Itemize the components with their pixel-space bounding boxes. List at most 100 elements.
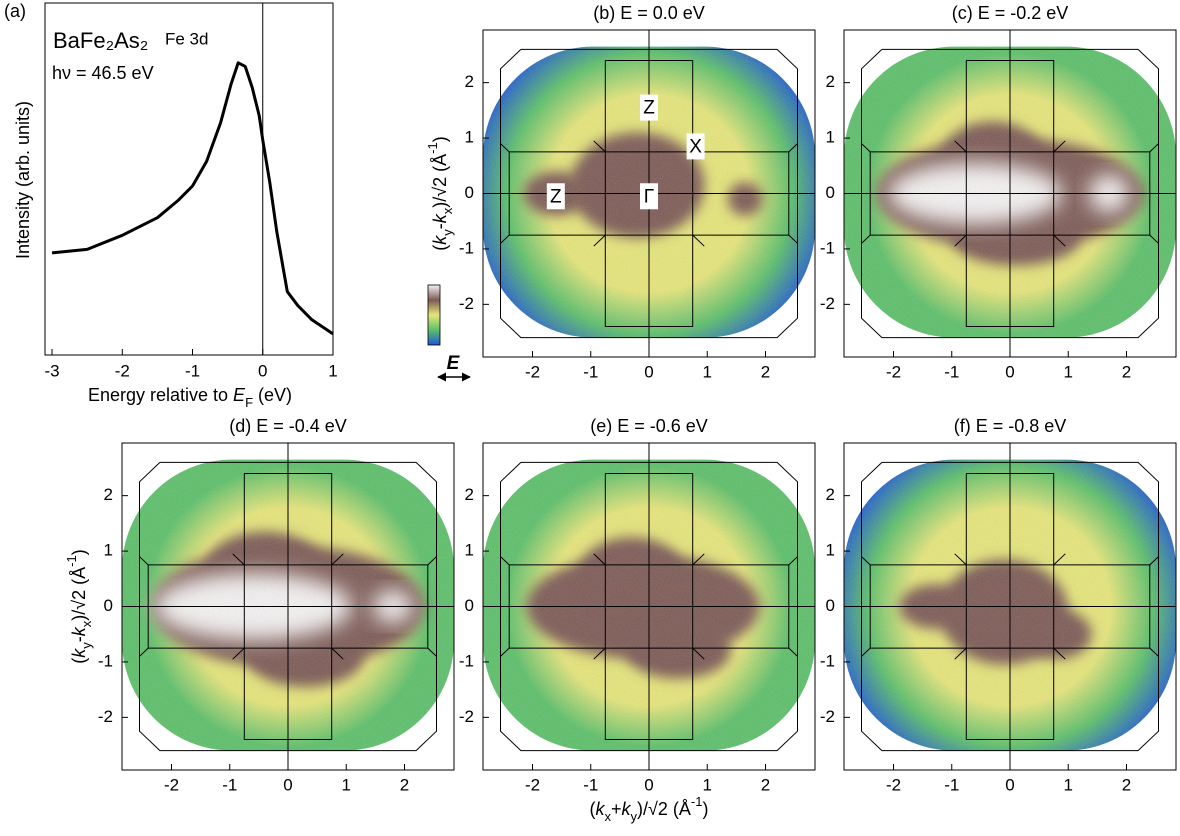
zone-boundary	[965, 60, 1055, 327]
zone-boundary	[604, 473, 694, 740]
x-tick-label: -2	[115, 361, 130, 380]
colorbar	[427, 284, 441, 346]
x-tick-label: -2	[886, 362, 901, 381]
zone-boundary	[243, 473, 333, 740]
zone-boundary	[427, 647, 437, 657]
label-part: F	[245, 395, 253, 410]
zone-boundary	[861, 556, 871, 566]
x-tick-label: 2	[761, 775, 770, 794]
zone-boundary	[500, 143, 510, 153]
label-part: y	[631, 809, 638, 824]
x-tick-label: -1	[222, 775, 237, 794]
label-part: k	[596, 799, 606, 819]
y-tick-label: 2	[465, 485, 474, 504]
panel-label: (a)	[4, 1, 26, 21]
label-part: (	[590, 799, 596, 819]
y-tick-label: 1	[104, 541, 113, 560]
label-part: )	[430, 136, 450, 142]
label-part: (	[430, 245, 450, 251]
x-tick-label: 1	[342, 775, 351, 794]
x-tick-label: 0	[644, 775, 653, 794]
panel-title: (b) E = 0.0 eV	[593, 3, 705, 23]
y-tick-label: 0	[826, 596, 835, 615]
label-part: )/√2 (Å	[430, 154, 450, 208]
y-tick-label: 2	[104, 485, 113, 504]
y-tick-label: -2	[820, 707, 835, 726]
axis-label: (kx+ky)/√2 (Å-1)	[590, 794, 709, 824]
map-panel: -2 -1 0 1 2 -2 -1 0 1 2 (c) E = -0.2 eV	[820, 3, 1177, 381]
zone-boundary	[954, 234, 967, 247]
label-part: )/√2 (Å	[637, 799, 691, 819]
x-tick-label: 1	[1064, 362, 1073, 381]
label-part: )	[702, 799, 708, 819]
y-tick-label: -2	[459, 294, 474, 313]
y-tick-label: -2	[459, 707, 474, 726]
plot-frame	[44, 2, 334, 356]
y-tick-label: 0	[826, 183, 835, 202]
label-part: x	[79, 620, 94, 627]
label-part: k	[430, 213, 450, 223]
y-tick-label: -1	[820, 238, 835, 257]
x-tick-label: 0	[644, 362, 653, 381]
x-tick-label: 2	[400, 775, 409, 794]
y-tick-label: -2	[820, 294, 835, 313]
symmetry-point: Γ	[644, 186, 654, 207]
zone-boundary	[861, 647, 871, 657]
x-tick-label: 2	[761, 362, 770, 381]
annotation-box	[686, 133, 705, 160]
y-tick-label: -1	[98, 651, 113, 670]
panel-title: (d) E = -0.4 eV	[229, 416, 347, 436]
zone-boundary	[1149, 556, 1159, 566]
zone-boundary	[500, 647, 510, 657]
label-part: (	[69, 658, 89, 664]
panel-title: (e) E = -0.6 eV	[590, 416, 708, 436]
symmetry-point: Z	[550, 186, 562, 207]
zone-boundary	[965, 473, 1055, 740]
line-series	[51, 61, 334, 336]
x-tick-label: -1	[583, 362, 598, 381]
axis-label: (ky-kx)/√2 (Å-1)	[425, 136, 455, 250]
label-part: x	[440, 207, 455, 214]
zone-boundary	[861, 234, 871, 244]
label-part: )/√2 (Å	[69, 567, 89, 621]
zone-boundary	[139, 461, 437, 752]
zone-boundary	[1053, 553, 1066, 566]
label-part: y	[440, 229, 455, 236]
zone-boundary	[788, 234, 798, 244]
annotation-box	[640, 183, 658, 210]
axis-label: Energy relative to EF (eV)	[88, 385, 292, 410]
zone-boundary	[593, 234, 606, 247]
zone-boundary	[500, 48, 798, 339]
label-part: k	[622, 799, 632, 819]
zone-boundary	[692, 647, 705, 660]
zone-boundary	[331, 647, 344, 660]
zone-boundary	[954, 647, 967, 660]
polarization-label: E	[447, 353, 461, 374]
map-panel: -2 -1 0 1 2 -2 -1 0 1 2 (f) E = -0.8 eV	[820, 416, 1177, 794]
panel-title: (c) E = -0.2 eV	[952, 3, 1069, 23]
zone-boundary	[139, 556, 149, 566]
zone-boundary	[604, 60, 694, 327]
zone-boundary	[1053, 140, 1066, 153]
y-tick-label: 2	[826, 72, 835, 91]
zone-boundary	[788, 556, 798, 566]
x-tick-label: -1	[583, 775, 598, 794]
zone-boundary	[861, 143, 871, 153]
label-part: +	[611, 799, 622, 819]
zone-boundary	[1149, 234, 1159, 244]
x-tick-label: -2	[164, 775, 179, 794]
zone-boundary	[788, 647, 798, 657]
x-tick-label: 0	[1005, 775, 1014, 794]
zone-boundary	[593, 647, 606, 660]
x-tick-label: -2	[525, 775, 540, 794]
x-tick-label: -1	[944, 775, 959, 794]
x-tick-label: -1	[944, 362, 959, 381]
label-part: y	[79, 642, 94, 649]
panel-title: (f) E = -0.8 eV	[954, 416, 1067, 436]
label-part: )	[69, 549, 89, 555]
label-part: x	[605, 809, 612, 824]
label-part: -	[69, 636, 89, 642]
x-tick-label: 1	[703, 362, 712, 381]
